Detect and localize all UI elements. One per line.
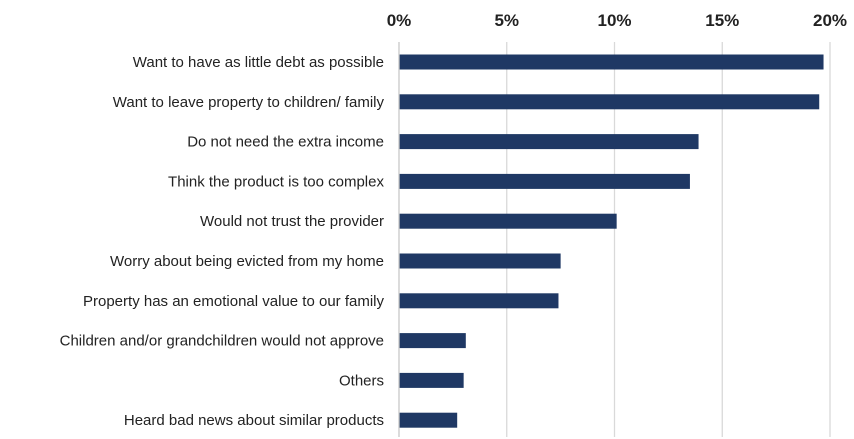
x-tick-label-2: 10%: [597, 11, 631, 30]
x-tick-label-3: 15%: [705, 11, 739, 30]
bar-1: [399, 94, 820, 110]
category-label-7: Children and/or grandchildren would not …: [60, 333, 384, 350]
x-tick-label-0: 0%: [387, 11, 412, 30]
bar-8: [399, 372, 464, 388]
bar-4: [399, 213, 617, 229]
category-label-0: Want to have as little debt as possible: [133, 54, 384, 71]
bars: [399, 54, 824, 428]
bar-9: [399, 412, 458, 428]
category-label-6: Property has an emotional value to our f…: [83, 293, 384, 310]
bar-7: [399, 333, 466, 349]
bar-0: [399, 54, 824, 70]
category-label-1: Want to leave property to children/ fami…: [113, 94, 385, 111]
category-label-9: Heard bad news about similar products: [124, 412, 384, 429]
category-label-2: Do not need the extra income: [187, 134, 384, 151]
category-label-8: Others: [339, 372, 384, 389]
category-label-5: Worry about being evicted from my home: [110, 253, 384, 270]
x-axis-ticks: 0% 5% 10% 15% 20%: [387, 11, 847, 30]
category-label-3: Think the product is too complex: [168, 173, 384, 190]
bar-3: [399, 173, 690, 189]
x-tick-label-1: 5%: [494, 11, 519, 30]
bar-2: [399, 134, 699, 150]
bar-6: [399, 293, 559, 309]
bar-5: [399, 253, 561, 269]
category-label-4: Would not trust the provider: [200, 213, 384, 230]
category-labels: Want to have as little debt as possible W…: [60, 54, 385, 429]
x-tick-label-4: 20%: [813, 11, 847, 30]
